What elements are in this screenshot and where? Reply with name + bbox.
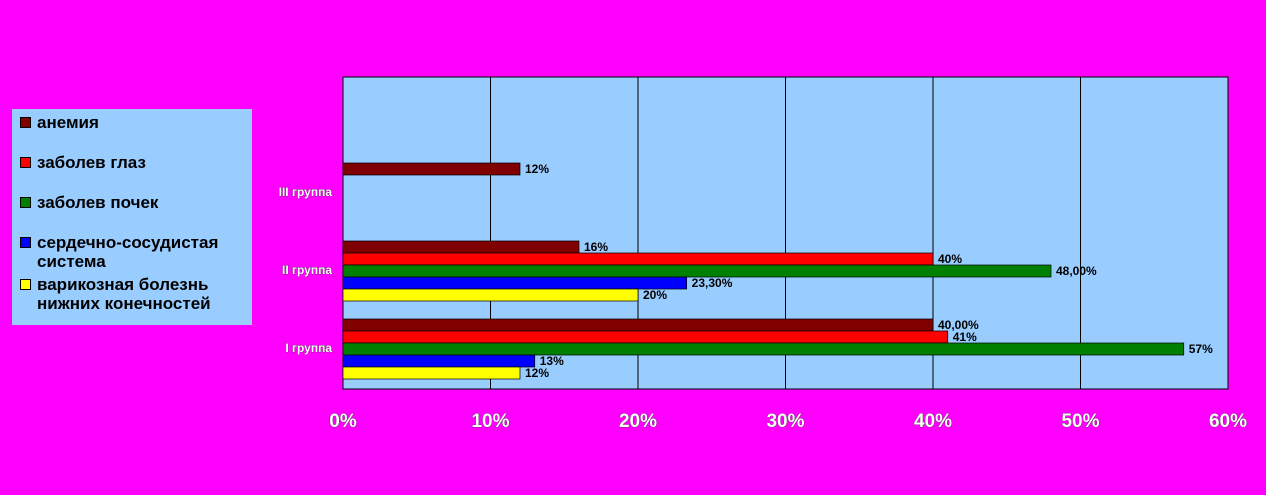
legend-label: варикозная болезнь нижних конечностей (37, 275, 211, 313)
bar (342, 330, 949, 344)
bar (342, 366, 521, 380)
value-label: 16% (584, 240, 608, 254)
value-label: 12% (525, 366, 549, 380)
value-label: 23,30% (692, 276, 733, 290)
value-label: 13% (540, 354, 564, 368)
bar (342, 162, 521, 176)
legend-item: заболев глаз (20, 153, 248, 172)
bar (342, 264, 1052, 278)
value-label: 20% (643, 288, 667, 302)
bar (342, 354, 536, 368)
value-label: 40,00% (938, 318, 979, 332)
x-tick-label: 20% (619, 411, 657, 432)
bar (342, 318, 934, 332)
legend-item: сердечно-сосудистая система (20, 233, 248, 271)
legend-swatch (20, 157, 31, 168)
legend-label: сердечно-сосудистая система (37, 233, 219, 271)
legend-label: заболев глаз (37, 153, 146, 172)
bar (342, 252, 934, 266)
legend-label: анемия (37, 113, 99, 132)
bar (342, 276, 688, 290)
x-tick-label: 60% (1209, 411, 1247, 432)
x-tick-label: 10% (471, 411, 509, 432)
x-tick-label: 40% (914, 411, 952, 432)
legend-swatch (20, 117, 31, 128)
legend-item: заболев почек (20, 193, 248, 212)
legend-label: заболев почек (37, 193, 159, 212)
legend-item: анемия (20, 113, 248, 132)
category-label: III группа (279, 185, 333, 199)
bar (342, 288, 639, 302)
legend-swatch (20, 237, 31, 248)
x-tick-label: 0% (329, 411, 357, 432)
category-label: I группа (285, 341, 332, 355)
value-label: 57% (1189, 342, 1213, 356)
value-label: 40% (938, 252, 962, 266)
legend-item: варикозная болезнь нижних конечностей (20, 275, 248, 313)
legend: анемия заболев глаз заболев почек сердечно-… (12, 109, 252, 325)
category-label: II группа (282, 263, 332, 277)
bar (342, 240, 580, 254)
value-label: 12% (525, 162, 549, 176)
legend-swatch (20, 279, 31, 290)
value-label: 48,00% (1056, 264, 1097, 278)
bar (342, 342, 1185, 356)
x-tick-label: 30% (766, 411, 804, 432)
legend-swatch (20, 197, 31, 208)
x-tick-label: 50% (1061, 411, 1099, 432)
value-label: 41% (953, 330, 977, 344)
